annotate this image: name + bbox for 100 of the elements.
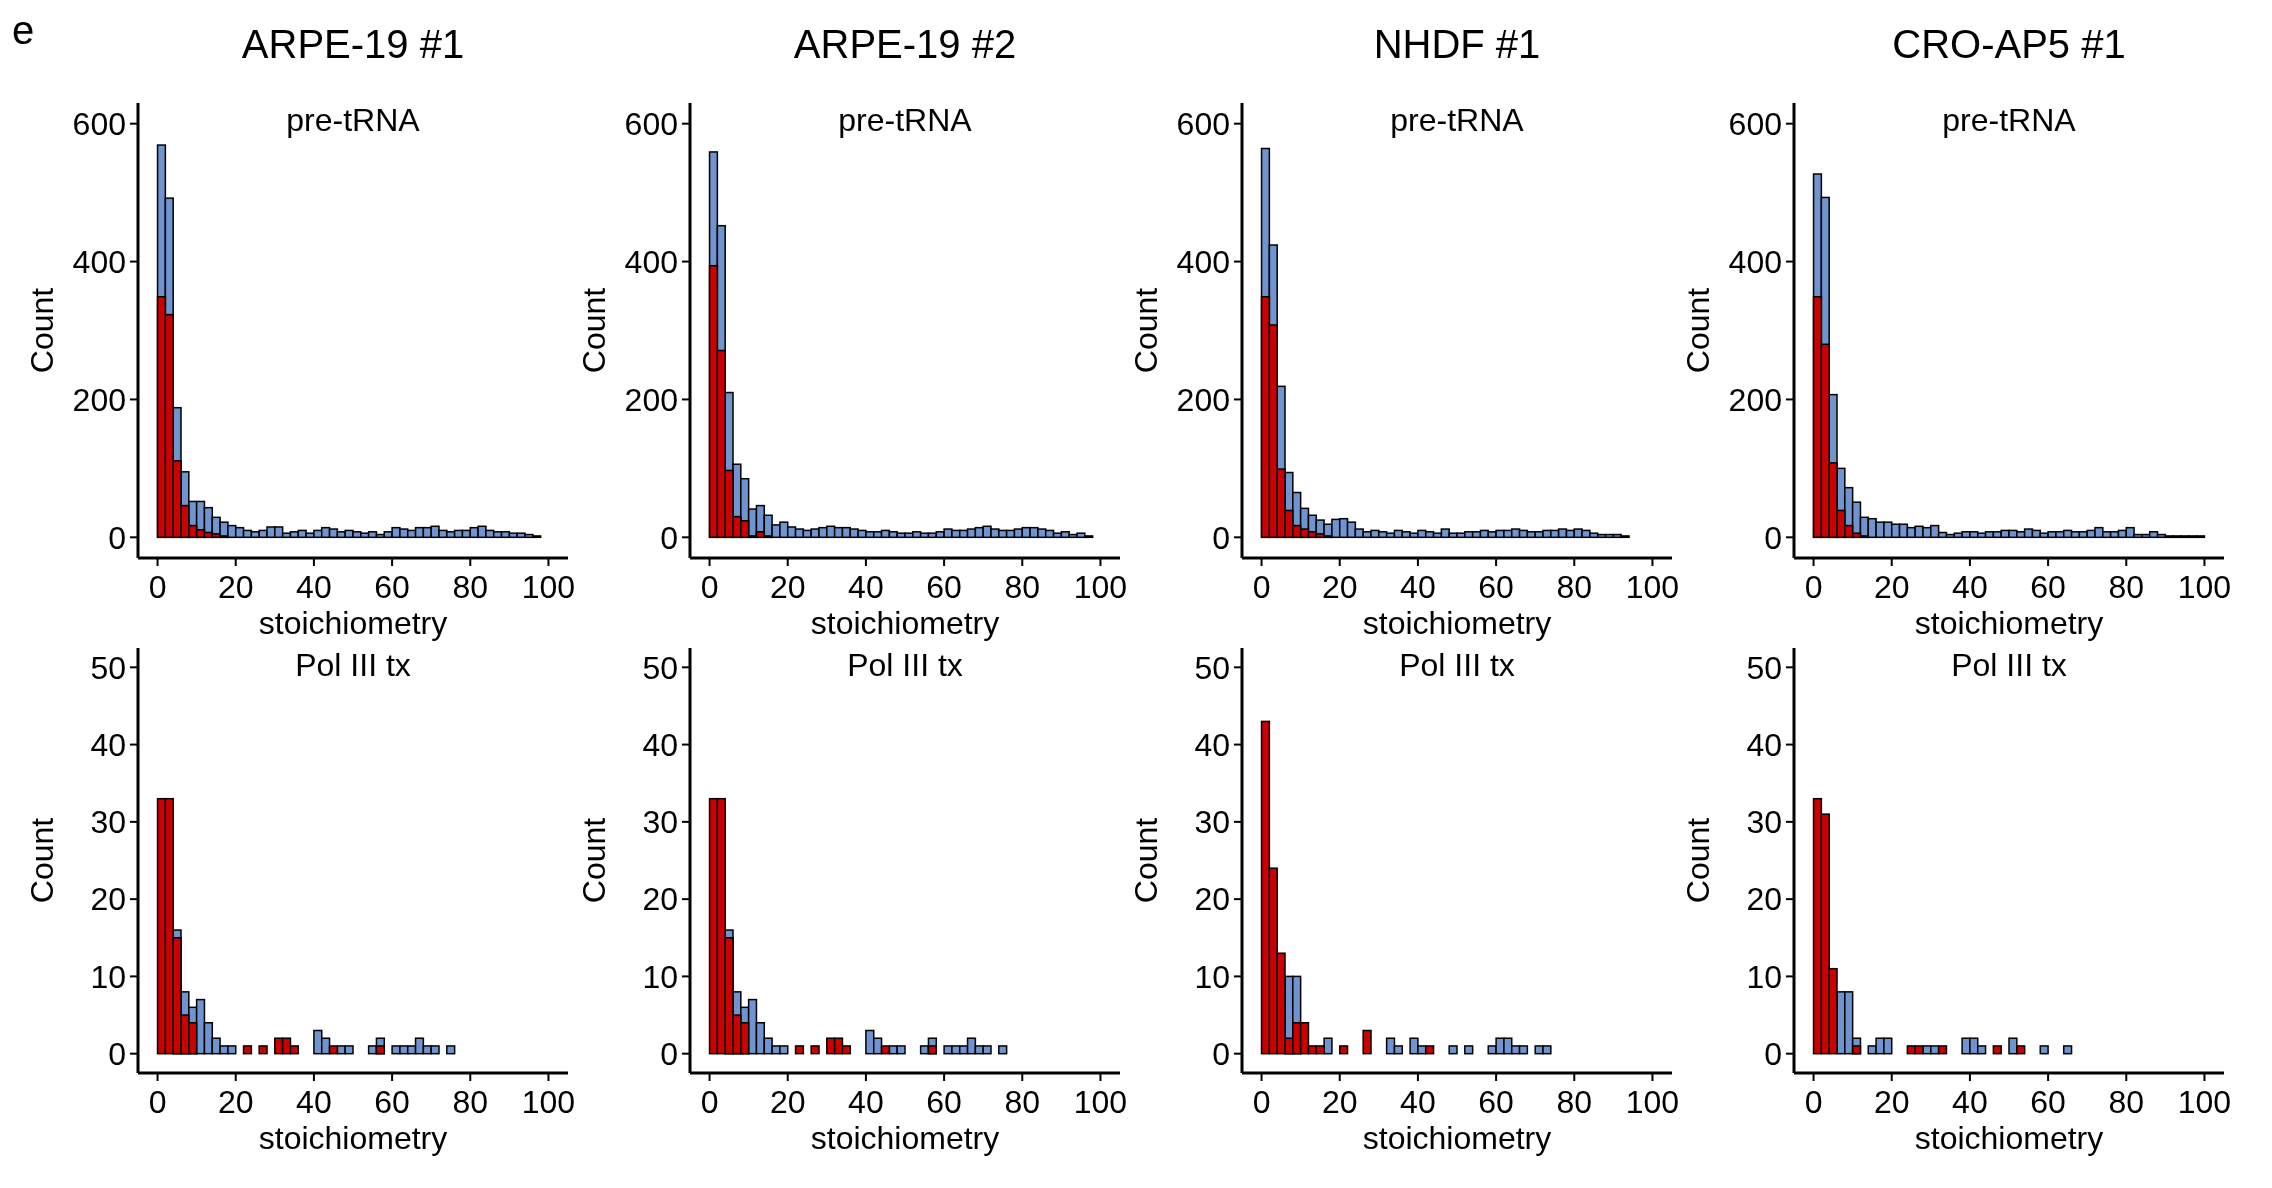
x-axis-title: stoichiometry (1914, 605, 2104, 641)
y-tick-label: 0 (1764, 1035, 1782, 1072)
x-axis-title: stoichiometry (810, 1120, 1000, 1156)
y-axis-title: Count (24, 287, 60, 374)
x-tick-label: 100 (2177, 1084, 2232, 1120)
x-tick-label: 60 (374, 569, 410, 605)
y-tick-label: 20 (1746, 881, 1782, 918)
y-tick-label: 20 (1194, 881, 1230, 918)
y-tick-label: 30 (1194, 804, 1230, 841)
y-tick-label: 10 (1194, 958, 1230, 995)
x-tick-label: 40 (1400, 1084, 1436, 1120)
y-tick-label: 50 (1194, 649, 1230, 686)
x-tick-label: 40 (296, 1084, 332, 1120)
x-tick-label: 100 (1625, 1084, 1680, 1120)
y-tick-label: 50 (90, 649, 126, 686)
x-tick-label: 40 (848, 1084, 884, 1120)
x-tick-label: 100 (2177, 569, 2232, 605)
x-tick-label: 60 (2030, 1084, 2066, 1120)
y-axis-title: Count (24, 817, 60, 904)
x-tick-label: 60 (1478, 1084, 1514, 1120)
y-axis-title: Count (576, 287, 612, 374)
y-tick-label: 20 (642, 881, 678, 918)
y-tick-label: 40 (642, 726, 678, 763)
x-tick-label: 100 (521, 1084, 576, 1120)
x-tick-label: 60 (374, 1084, 410, 1120)
x-axis-title: stoichiometry (1914, 1120, 2104, 1156)
y-tick-label: 40 (90, 726, 126, 763)
x-axis-title: stoichiometry (810, 605, 1000, 641)
x-axis-title: stoichiometry (1362, 1120, 1552, 1156)
y-tick-label: 600 (624, 105, 678, 142)
x-tick-label: 20 (217, 1084, 254, 1120)
y-axis-title: Count (1680, 287, 1716, 374)
x-tick-label: 20 (1321, 569, 1358, 605)
x-tick-label: 20 (769, 1084, 806, 1120)
chart-subtitle: Pol III tx (847, 647, 963, 683)
x-tick-label: 80 (1556, 1084, 1593, 1120)
y-tick-label: 600 (72, 105, 126, 142)
chart-subtitle: Pol III tx (295, 647, 411, 683)
x-tick-label: 0 (700, 569, 719, 605)
y-tick-label: 200 (624, 381, 678, 418)
x-axis-title: stoichiometry (258, 1120, 448, 1156)
x-tick-label: 80 (452, 569, 489, 605)
y-tick-label: 200 (1728, 381, 1782, 418)
x-tick-label: 0 (700, 1084, 719, 1120)
x-tick-label: 80 (1556, 569, 1593, 605)
y-axis-title: Count (1128, 287, 1164, 374)
x-tick-label: 80 (2108, 569, 2145, 605)
y-tick-label: 30 (1746, 804, 1782, 841)
chart-subtitle: pre-tRNA (838, 102, 973, 138)
y-tick-label: 50 (1746, 649, 1782, 686)
y-tick-label: 400 (72, 243, 126, 280)
y-tick-label: 0 (660, 519, 678, 556)
x-axis-title: stoichiometry (258, 605, 448, 641)
x-tick-label: 80 (1004, 569, 1041, 605)
chart-title: CRO-AP5 #1 (1892, 22, 2126, 66)
x-tick-label: 100 (521, 569, 576, 605)
x-tick-label: 80 (2108, 1084, 2145, 1120)
y-tick-label: 0 (108, 1035, 126, 1072)
x-tick-label: 20 (217, 569, 254, 605)
y-tick-label: 400 (1176, 243, 1230, 280)
y-tick-label: 200 (1176, 381, 1230, 418)
x-tick-label: 60 (926, 1084, 962, 1120)
x-tick-label: 20 (769, 569, 806, 605)
y-tick-label: 0 (1212, 519, 1230, 556)
x-tick-label: 20 (1873, 1084, 1910, 1120)
x-axis-title: stoichiometry (1362, 605, 1552, 641)
y-tick-label: 10 (642, 958, 678, 995)
y-tick-label: 0 (1212, 1035, 1230, 1072)
x-tick-label: 100 (1625, 569, 1680, 605)
y-tick-label: 400 (624, 243, 678, 280)
x-tick-label: 0 (148, 1084, 167, 1120)
x-tick-label: 0 (1804, 569, 1823, 605)
y-tick-label: 0 (1764, 519, 1782, 556)
x-tick-label: 0 (1804, 1084, 1823, 1120)
text: e (12, 8, 35, 52)
chart-title: ARPE-19 #1 (241, 22, 465, 66)
x-tick-label: 100 (1073, 569, 1128, 605)
x-tick-label: 0 (1252, 1084, 1271, 1120)
y-tick-label: 10 (90, 958, 126, 995)
y-tick-label: 400 (1728, 243, 1782, 280)
x-tick-label: 20 (1873, 569, 1910, 605)
x-tick-label: 60 (926, 569, 962, 605)
y-tick-label: 20 (90, 881, 126, 918)
chart-subtitle: pre-tRNA (286, 102, 421, 138)
x-tick-label: 80 (1004, 1084, 1041, 1120)
y-axis-title: Count (576, 817, 612, 904)
chart-title: ARPE-19 #2 (793, 22, 1017, 66)
chart-subtitle: Pol III tx (1951, 647, 2067, 683)
chart-subtitle: Pol III tx (1399, 647, 1515, 683)
chart-subtitle: pre-tRNA (1390, 102, 1525, 138)
x-tick-label: 20 (1321, 1084, 1358, 1120)
y-tick-label: 40 (1194, 726, 1230, 763)
x-tick-label: 100 (1073, 1084, 1128, 1120)
y-tick-label: 50 (642, 649, 678, 686)
x-tick-label: 60 (2030, 569, 2066, 605)
x-tick-label: 60 (1478, 569, 1514, 605)
y-tick-label: 30 (90, 804, 126, 841)
y-tick-label: 200 (72, 381, 126, 418)
y-axis-title: Count (1680, 817, 1716, 904)
x-tick-label: 0 (148, 569, 167, 605)
